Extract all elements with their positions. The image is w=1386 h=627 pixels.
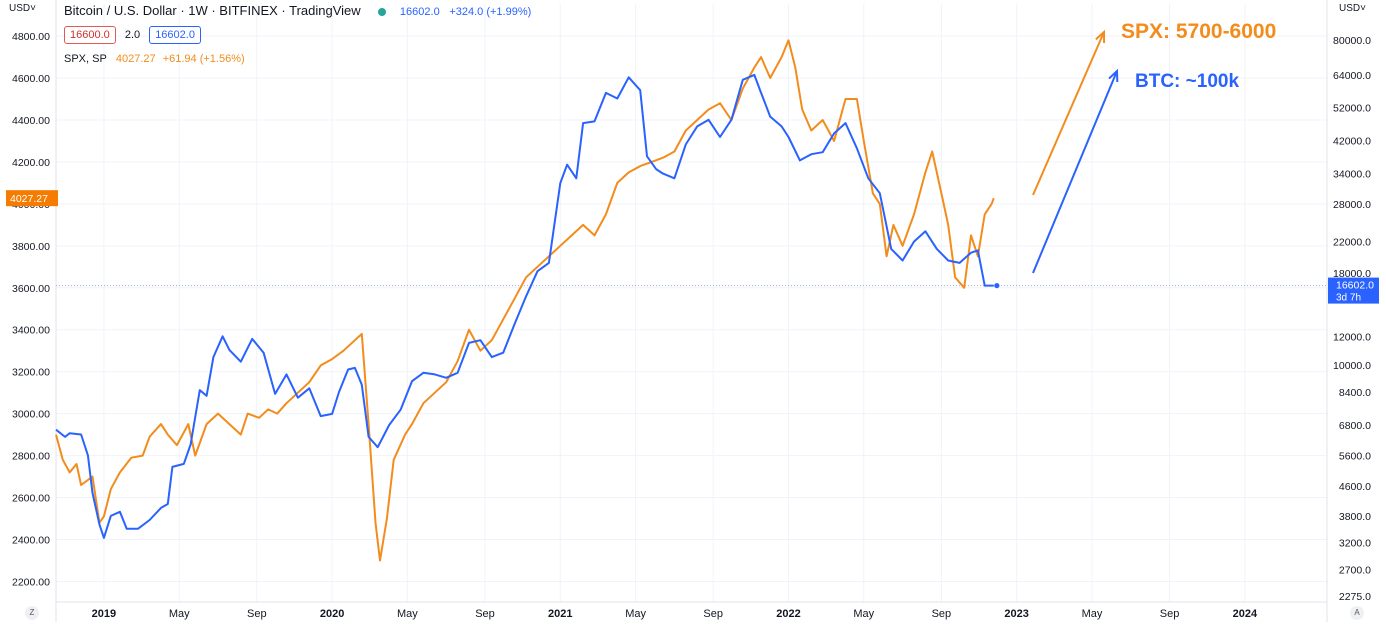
chart-legend: Bitcoin / U.S. Dollar · 1W · BITFINEX · … — [64, 3, 531, 18]
right-axis-tick-label: 12000.0 — [1333, 331, 1371, 343]
time-axis-tick-label: May — [397, 608, 418, 620]
time-axis-tick-label: May — [853, 608, 874, 620]
right-axis-tick-label: 22000.0 — [1333, 237, 1371, 249]
zoom-reset-button[interactable]: Z — [25, 606, 39, 620]
btc-countdown-label: 3d 7h — [1336, 293, 1361, 304]
right-axis-tick-label: 4600.0 — [1339, 481, 1371, 493]
spx-forecast-arrow-head — [1095, 29, 1106, 44]
symbol-title[interactable]: Bitcoin / U.S. Dollar · 1W · BITFINEX · … — [64, 3, 361, 18]
time-axis-tick-label: Sep — [475, 608, 495, 620]
market-status-icon — [378, 7, 387, 16]
btc-last-price: 16602.0 — [399, 6, 440, 18]
btc-series-line — [55, 73, 994, 539]
right-axis-tick-label: 2275.0 — [1339, 591, 1371, 603]
right-axis-tick-label: 28000.0 — [1333, 199, 1371, 211]
left-axis-tick-label: 2400.00 — [12, 534, 50, 546]
bid-ask-row: 16600.0 2.0 16602.0 — [64, 26, 201, 44]
time-axis-tick-label: 2023 — [1004, 608, 1028, 620]
right-currency-label: USD — [1339, 3, 1361, 14]
left-axis-tick-label: 3800.00 — [12, 241, 50, 253]
right-axis-tick-label: 2700.0 — [1339, 564, 1371, 576]
time-axis-tick-label: 2022 — [776, 608, 800, 620]
right-axis-tick-label: 42000.0 — [1333, 136, 1371, 148]
spx-target-annotation: SPX: 5700-6000 — [1121, 20, 1276, 43]
right-axis-tick-label: 3800.0 — [1339, 511, 1371, 523]
spx-symbol-label[interactable]: SPX, SP — [64, 53, 107, 65]
left-axis-tick-label: 4800.00 — [12, 31, 50, 43]
right-axis-tick-label: 3200.0 — [1339, 538, 1371, 550]
spx-last-price: 4027.27 — [115, 53, 156, 65]
right-axis-tick-label: 18000.0 — [1333, 268, 1371, 280]
auto-scale-button[interactable]: A — [1350, 606, 1364, 620]
left-axis-tick-label: 2600.00 — [12, 493, 50, 505]
left-axis-tick-label: 2200.00 — [12, 576, 50, 588]
right-currency-button[interactable]: USD˅ — [1339, 3, 1366, 14]
right-axis-tick-label: 6800.0 — [1339, 420, 1371, 432]
btc-change: +324.0 (+1.99%) — [449, 6, 532, 18]
left-axis-tick-label: 3600.00 — [12, 283, 50, 295]
time-axis-tick-label: 2021 — [548, 608, 572, 620]
buy-price-button[interactable]: 16602.0 — [149, 26, 201, 44]
btc-last-point — [994, 282, 1000, 289]
spx-change: +61.94 (+1.56%) — [162, 53, 245, 65]
time-axis-tick-label: Sep — [1160, 608, 1180, 620]
time-axis-tick-label: Sep — [247, 608, 267, 620]
left-currency-label: USD — [9, 3, 31, 14]
right-axis-tick-label: 5600.0 — [1339, 450, 1371, 462]
right-axis-tick-label: 8400.0 — [1339, 387, 1371, 399]
right-axis-tick-label: 52000.0 — [1333, 102, 1371, 114]
spx-last-price-tag — [6, 190, 58, 207]
time-axis-tick-label: May — [625, 608, 646, 620]
left-axis-tick-label: 3400.00 — [12, 325, 50, 337]
spread-value: 2.0 — [124, 29, 141, 41]
right-axis-tick-label: 34000.0 — [1333, 169, 1371, 181]
chevron-down-icon: ˅ — [30, 3, 36, 14]
spx-forecast-arrow-shaft — [1032, 31, 1105, 196]
btc-forecast-arrow-head — [1108, 68, 1119, 83]
left-axis-tick-label: 4400.00 — [12, 115, 50, 127]
time-axis-tick-label: Sep — [703, 608, 723, 620]
spx-forecast-arrow — [1032, 29, 1106, 196]
spx-legend: SPX, SP 4027.27 +61.94 (+1.56%) — [64, 53, 245, 65]
btc-last-price-tag — [1328, 277, 1379, 304]
time-axis-tick-label: 2020 — [320, 608, 344, 620]
right-axis-tick-label: 80000.0 — [1333, 35, 1371, 47]
left-axis-tick-label: 3000.00 — [12, 409, 50, 421]
right-axis-tick-label: 64000.0 — [1333, 70, 1371, 82]
chevron-down-icon: ˅ — [1360, 3, 1366, 14]
right-axis-tick-label: 10000.0 — [1333, 360, 1371, 372]
btc-forecast-arrow — [1032, 68, 1119, 274]
sell-price-button[interactable]: 16600.0 — [64, 26, 116, 44]
btc-forecast-arrow-shaft — [1032, 70, 1118, 274]
left-axis-tick-label: 3200.00 — [12, 367, 50, 379]
time-axis-tick-label: May — [169, 608, 190, 620]
left-currency-button[interactable]: USD˅ — [9, 3, 36, 14]
left-axis-tick-label: 4200.00 — [12, 157, 50, 169]
spx-last-price-tag-label: 4027.27 — [10, 193, 48, 205]
btc-target-annotation: BTC: ~100k — [1135, 71, 1239, 92]
left-axis-tick-label: 4600.00 — [12, 73, 50, 85]
time-axis-tick-label: 2024 — [1233, 608, 1258, 620]
time-axis-tick-label: 2019 — [92, 608, 116, 620]
left-axis-tick-label: 2800.00 — [12, 451, 50, 463]
btc-last-price-tag-label: 16602.0 — [1336, 280, 1374, 292]
time-axis-tick-label: May — [1082, 608, 1103, 620]
time-axis-tick-label: Sep — [932, 608, 952, 620]
